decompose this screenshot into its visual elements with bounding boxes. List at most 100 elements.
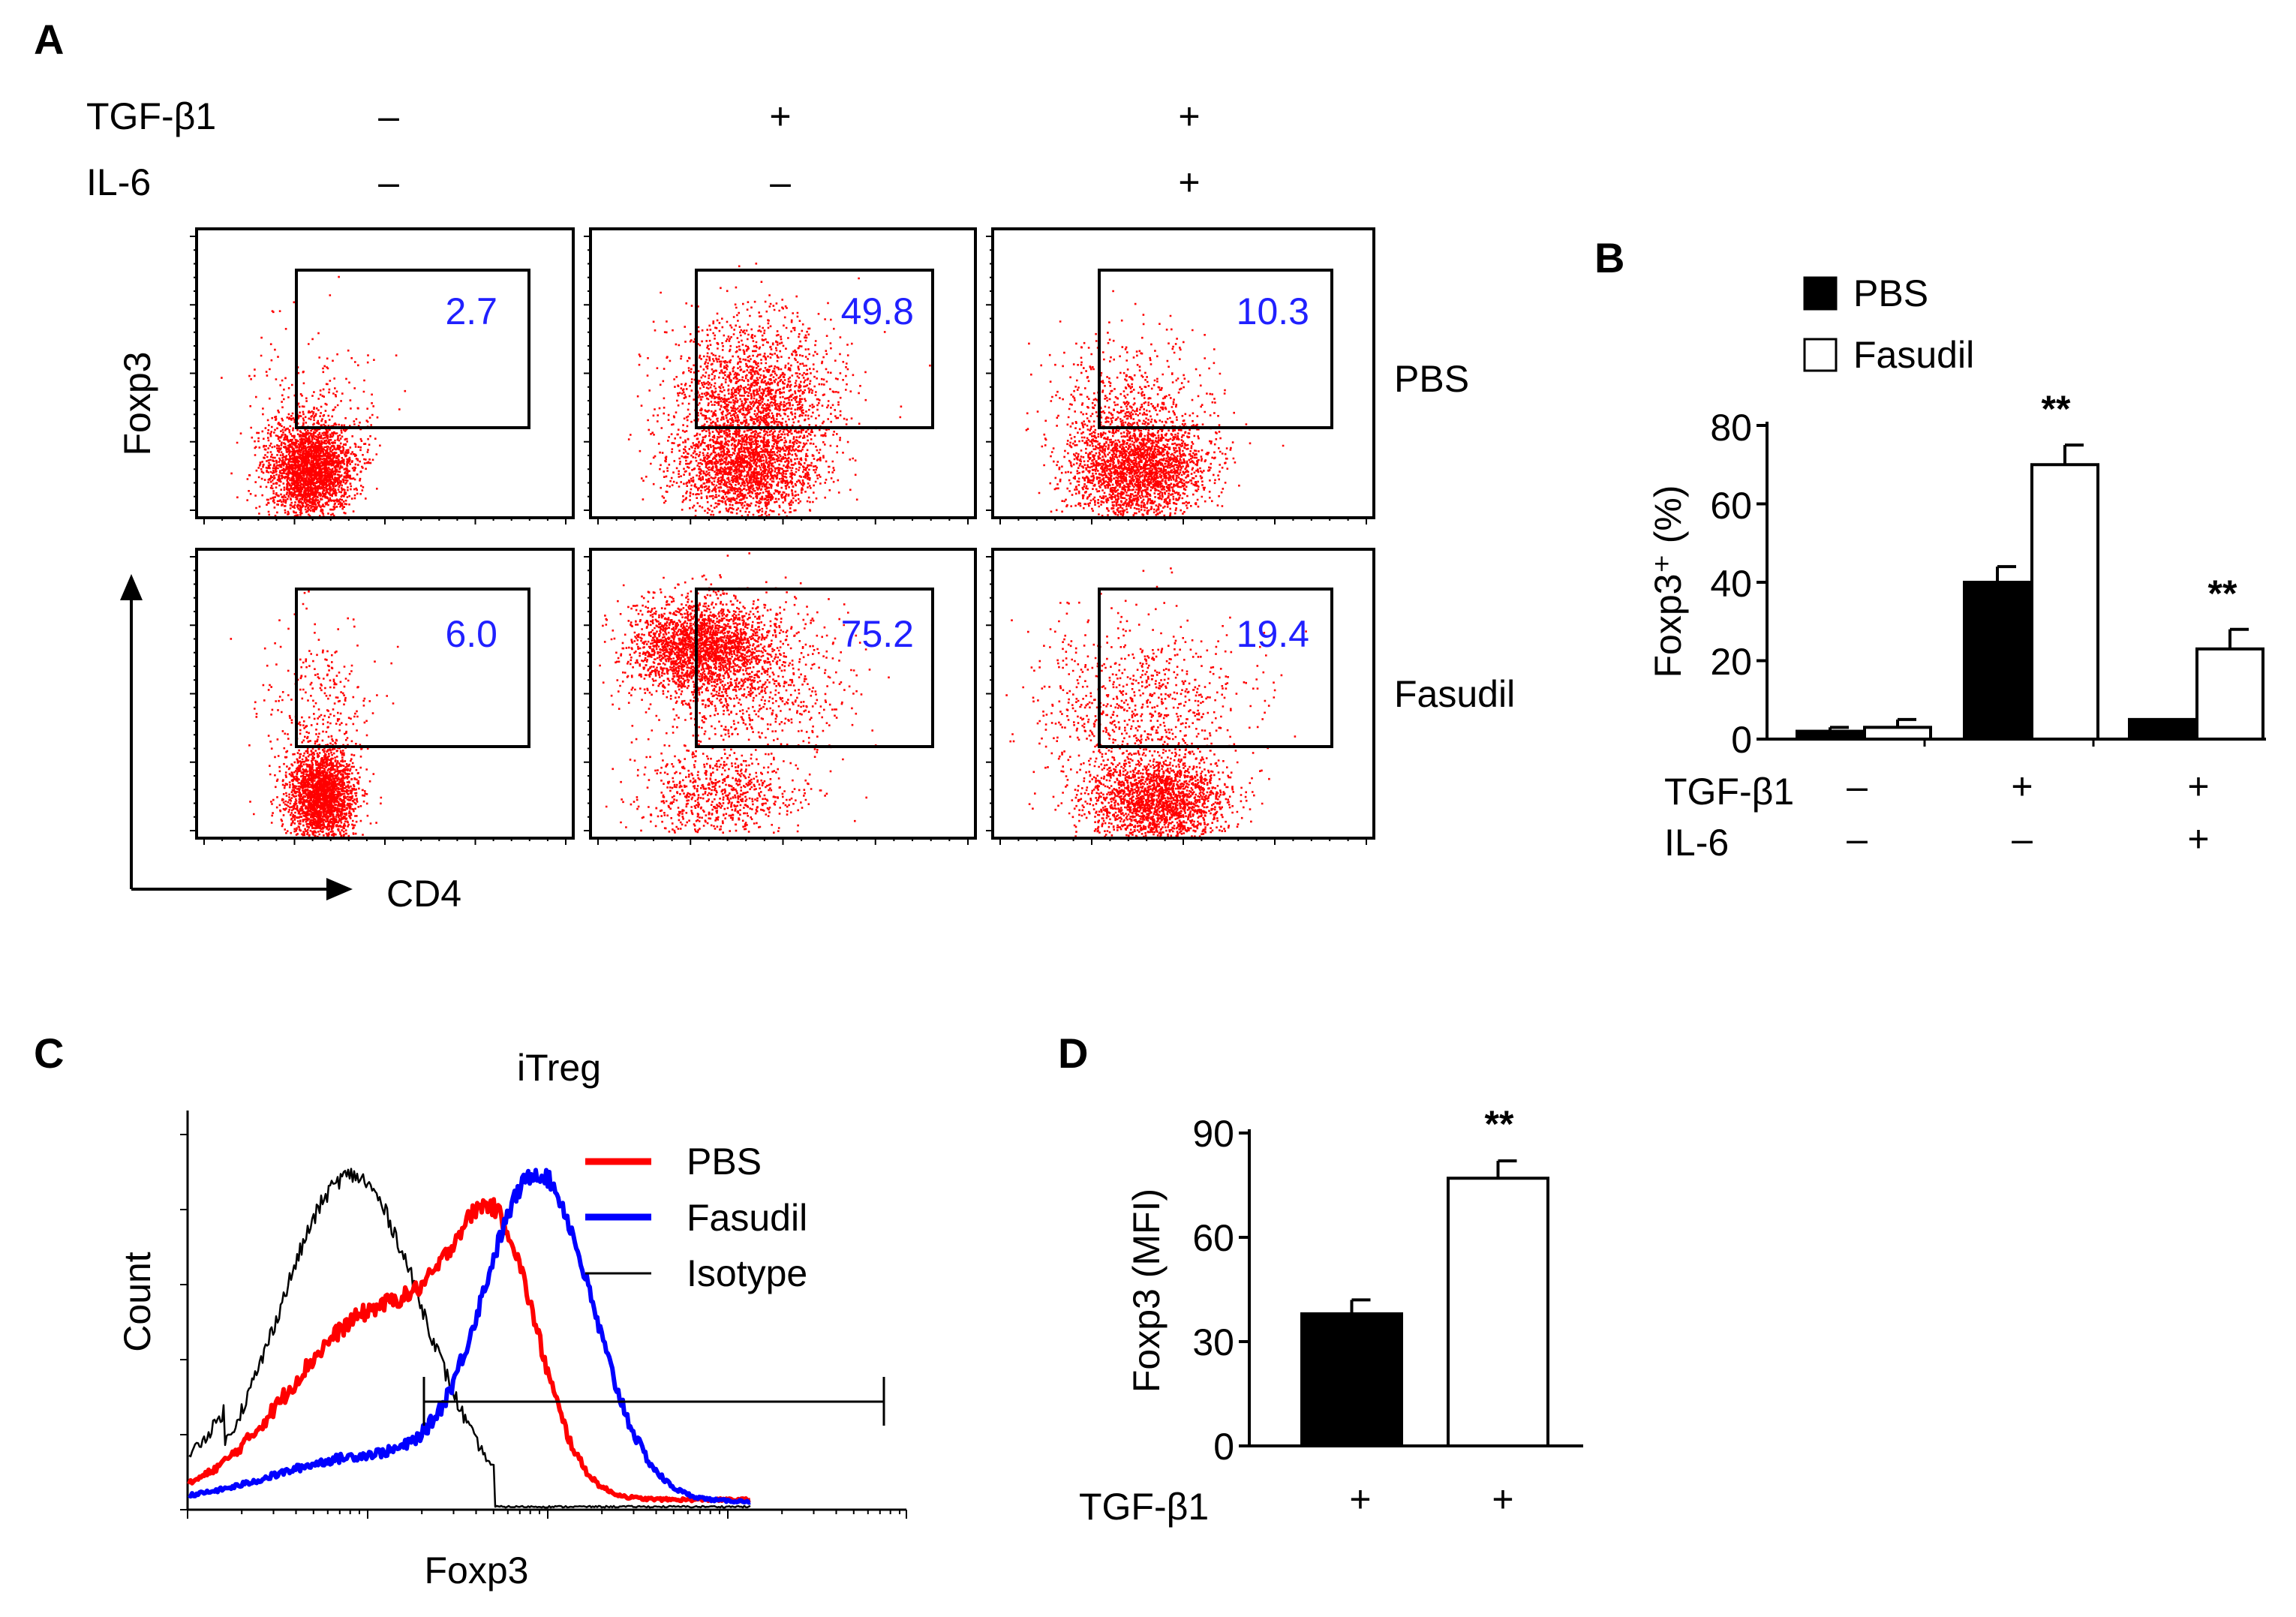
d-y-axis-label: Foxp3 (MFI) bbox=[1125, 1189, 1168, 1393]
histogram-ticks bbox=[180, 1134, 907, 1519]
c-legend-fasudil: Fasudil bbox=[687, 1197, 807, 1239]
panel-a: A TGF-β1 IL-6 – + + – – + 2.7 49.8 10.3 … bbox=[34, 16, 1515, 915]
legend-pbs-label: PBS bbox=[1853, 272, 1928, 314]
arrow-up-icon bbox=[120, 574, 143, 600]
b-tick-label-0: 0 bbox=[1731, 719, 1752, 761]
b-tick-label-80: 80 bbox=[1710, 407, 1752, 449]
histogram-isotype bbox=[188, 1168, 751, 1509]
bar-pbs bbox=[1796, 729, 1865, 741]
row-label-pbs: PBS bbox=[1394, 358, 1469, 400]
gate-value-fasudil-3: 19.4 bbox=[1237, 613, 1309, 655]
legend-fasudil-label: Fasudil bbox=[1853, 334, 1974, 376]
a-il6-value-3: + bbox=[1178, 161, 1200, 203]
a-tgf-value-3: + bbox=[1178, 95, 1200, 137]
d-tick-label-60: 60 bbox=[1192, 1217, 1234, 1259]
plot-fasudil-1 bbox=[195, 548, 575, 840]
b-tgf-value-1: – bbox=[1847, 765, 1868, 807]
d-tick-label-90: 90 bbox=[1192, 1113, 1234, 1155]
a-il6-value-1: – bbox=[378, 161, 399, 203]
gate-fasudil-2 bbox=[695, 588, 934, 748]
bar-fasudil bbox=[1863, 726, 1932, 741]
plot-pbs-1 bbox=[195, 227, 575, 519]
gate-value-pbs-1: 2.7 bbox=[445, 290, 497, 332]
scatter-cloud bbox=[1005, 567, 1307, 838]
histogram-curves bbox=[187, 1168, 751, 1509]
gate-fasudil-1 bbox=[295, 588, 530, 748]
b-tgf-value-2: + bbox=[2011, 765, 2033, 807]
tick-marks bbox=[584, 236, 969, 524]
gate-value-pbs-3: 10.3 bbox=[1237, 290, 1309, 332]
bar-pbs bbox=[2128, 717, 2197, 741]
panel-b: B PBS Fasudil Foxp3⁺ (%) 0 20 40 60 80 *… bbox=[1594, 234, 2266, 864]
b-il6-value-1: – bbox=[1847, 818, 1868, 860]
panel-b-label: B bbox=[1594, 234, 1624, 281]
d-sig: ** bbox=[1485, 1103, 1514, 1145]
c-title: iTreg bbox=[517, 1047, 601, 1089]
scatter-cloud bbox=[627, 263, 931, 518]
bar-fasudil bbox=[2195, 647, 2264, 741]
axis-arrows bbox=[130, 593, 334, 891]
histogram-axes bbox=[180, 1111, 907, 1519]
d-tgf-value-1: + bbox=[1349, 1478, 1371, 1520]
a-tgf-value-1: – bbox=[378, 95, 399, 137]
a-x-axis-label: CD4 bbox=[386, 873, 461, 915]
gate-pbs-2 bbox=[695, 269, 934, 429]
c-y-axis-label: Count bbox=[116, 1252, 158, 1352]
panel-d: D Foxp3 (MFI) 0 30 60 90 ** TGF-β1 + + bbox=[1058, 1029, 1583, 1528]
panel-c: C iTreg PBS Fasudil Isotype Count Foxp3 bbox=[34, 1029, 907, 1591]
gate-pbs-3 bbox=[1098, 269, 1333, 429]
row-label-fasudil: Fasudil bbox=[1394, 673, 1515, 715]
b-il6-value-3: + bbox=[2187, 818, 2209, 860]
a-tgf-value-2: + bbox=[769, 95, 791, 137]
gate-value-fasudil-2: 75.2 bbox=[841, 613, 914, 655]
tick-marks bbox=[986, 556, 1367, 845]
bar-fasudil bbox=[1447, 1177, 1549, 1447]
d-tgf-label: TGF-β1 bbox=[1079, 1486, 1209, 1528]
tick-marks bbox=[190, 236, 566, 524]
b-tgf-value-3: + bbox=[2187, 765, 2209, 807]
gate-pbs-1 bbox=[295, 269, 530, 429]
panel-d-label: D bbox=[1058, 1029, 1088, 1077]
d-tick-label-0: 0 bbox=[1213, 1426, 1234, 1468]
scatter-dots bbox=[221, 263, 1307, 838]
c-x-axis-label: Foxp3 bbox=[425, 1549, 529, 1591]
b-sig-1: ** bbox=[2042, 388, 2071, 430]
panel-a-label: A bbox=[34, 16, 64, 63]
d-tick-label-30: 30 bbox=[1192, 1321, 1234, 1363]
a-il6-label: IL-6 bbox=[86, 161, 151, 203]
gate-value-fasudil-1: 6.0 bbox=[445, 613, 497, 655]
a-y-axis-label: Foxp3 bbox=[116, 352, 158, 456]
chart-b bbox=[1757, 422, 2266, 747]
b-tgf-label: TGF-β1 bbox=[1664, 771, 1794, 813]
c-legend-pbs: PBS bbox=[687, 1141, 762, 1183]
bar-pbs bbox=[1300, 1312, 1403, 1448]
tick-marks bbox=[986, 236, 1367, 524]
scatter-cloud bbox=[221, 275, 407, 518]
arrow-right-icon bbox=[326, 878, 353, 900]
gate-fasudil-3 bbox=[1098, 588, 1333, 748]
histogram-fasudil bbox=[188, 1168, 751, 1505]
chart-d bbox=[1239, 1129, 1583, 1448]
b-tick-label-40: 40 bbox=[1710, 563, 1752, 605]
b-il6-value-2: – bbox=[2012, 818, 2033, 860]
bar-pbs bbox=[1963, 581, 2032, 741]
tick-marks bbox=[190, 556, 566, 845]
gate-value-pbs-2: 49.8 bbox=[841, 290, 914, 332]
scatter-cloud bbox=[230, 591, 399, 838]
d-tgf-value-2: + bbox=[1492, 1478, 1513, 1520]
plot-tick-marks bbox=[190, 236, 1367, 845]
legend-pbs-swatch bbox=[1803, 276, 1838, 311]
scatter-cloud bbox=[1025, 290, 1285, 518]
c-legend-isotype: Isotype bbox=[687, 1252, 807, 1294]
legend-fasudil-swatch bbox=[1803, 338, 1838, 372]
b-sig-2: ** bbox=[2208, 573, 2237, 615]
tick-marks bbox=[584, 556, 969, 845]
histogram-gate bbox=[422, 1377, 885, 1426]
a-il6-value-2: – bbox=[770, 161, 791, 203]
scatter-cloud bbox=[599, 552, 934, 834]
b-y-axis-label: Foxp3⁺ (%) bbox=[1647, 485, 1689, 678]
b-il6-label: IL-6 bbox=[1664, 822, 1729, 864]
histogram-pbs bbox=[187, 1197, 751, 1504]
b-tick-label-20: 20 bbox=[1710, 641, 1752, 683]
